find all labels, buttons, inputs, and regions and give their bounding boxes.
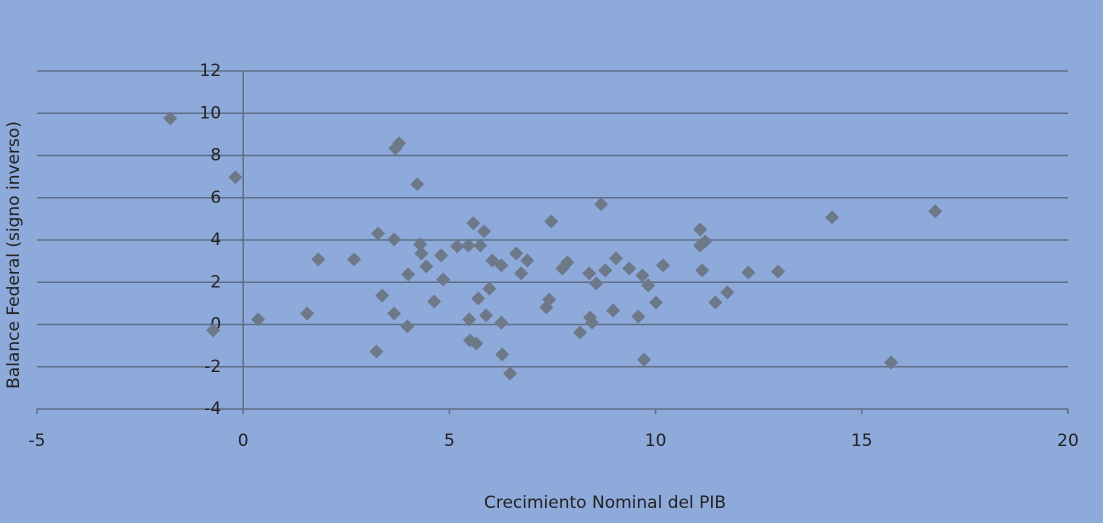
point (631, 309, 646, 324)
point (495, 347, 510, 362)
y-tick-label: -2 (204, 357, 221, 377)
point (622, 261, 637, 276)
point (594, 197, 609, 212)
point (163, 111, 178, 126)
x-axis-title: Crecimiento Nominal del PIB (484, 493, 726, 513)
point (585, 315, 600, 330)
point (503, 366, 518, 381)
point (771, 264, 786, 279)
point (693, 222, 708, 237)
y-tick-label: 10 (200, 103, 222, 123)
point (471, 291, 486, 306)
point (494, 258, 509, 273)
point (884, 355, 899, 370)
point (606, 303, 621, 318)
point (928, 204, 943, 219)
point (375, 288, 390, 303)
point (509, 246, 524, 261)
point (720, 285, 735, 300)
point (514, 266, 529, 281)
point (479, 308, 494, 323)
x-tick-label: 5 (444, 431, 455, 451)
point (698, 234, 713, 249)
point (582, 266, 597, 281)
point (311, 252, 326, 267)
y-tick-label: 12 (200, 61, 222, 81)
point (466, 216, 481, 231)
point (414, 246, 429, 261)
point (473, 238, 488, 253)
x-tick-label: 0 (238, 431, 249, 451)
point (251, 312, 266, 327)
point (542, 292, 557, 307)
point (347, 252, 362, 267)
point (589, 276, 604, 291)
point (450, 239, 465, 254)
point (387, 306, 402, 321)
point (469, 336, 484, 351)
point (401, 267, 416, 282)
point (544, 214, 559, 229)
y-tick-label: 4 (210, 230, 221, 250)
y-tick-label: 8 (210, 146, 221, 166)
point (434, 248, 449, 263)
x-tick-label: 20 (1057, 431, 1079, 451)
point (482, 281, 497, 296)
y-tick-label: 0 (210, 315, 221, 335)
point (427, 294, 442, 309)
x-tick-label: 10 (645, 431, 667, 451)
y-axis-title: Balance Federal (signo inverso) (4, 121, 24, 389)
point (369, 344, 384, 359)
point (598, 263, 613, 278)
point (637, 352, 652, 367)
point (410, 177, 425, 192)
point (300, 306, 315, 321)
point (573, 325, 588, 340)
x-tick-label: -5 (29, 431, 46, 451)
point (695, 263, 710, 278)
point (206, 323, 221, 338)
point (392, 136, 407, 151)
point (708, 295, 723, 310)
point (371, 226, 386, 241)
point (609, 251, 624, 266)
point (436, 272, 451, 287)
point (461, 238, 476, 253)
point (635, 268, 650, 283)
point (560, 255, 575, 270)
point (462, 312, 477, 327)
point (477, 224, 492, 239)
point (387, 232, 402, 247)
point (520, 253, 535, 268)
point (641, 278, 656, 293)
point (228, 170, 243, 185)
point (649, 295, 664, 310)
point (741, 265, 756, 280)
x-tick-label: 15 (851, 431, 873, 451)
y-tick-label: 2 (210, 272, 221, 292)
point (494, 315, 509, 330)
point (656, 258, 671, 273)
y-tick-label: -4 (204, 399, 221, 419)
y-tick-label: 6 (210, 188, 221, 208)
point (825, 210, 840, 225)
point (413, 237, 428, 252)
point (419, 259, 434, 274)
point (400, 319, 415, 334)
